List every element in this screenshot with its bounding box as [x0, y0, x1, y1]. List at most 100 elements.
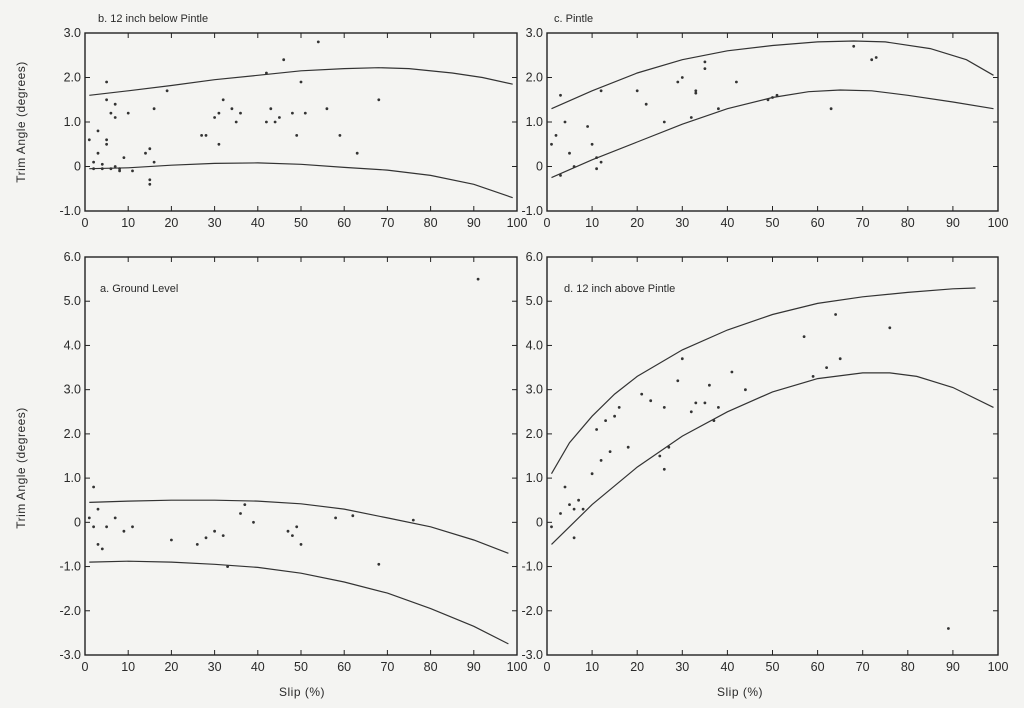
x-tick-label: 20	[630, 660, 644, 674]
data-point	[100, 547, 104, 551]
y-tick-label: 3.0	[526, 383, 543, 397]
panel-a: a. Ground Level 0 10 20 30 40 50 60 70 80 90 100 -3.…	[59, 250, 527, 674]
data-point	[586, 125, 589, 128]
data-point	[152, 107, 156, 111]
data-point	[131, 169, 134, 173]
y-tick-label: 1.0	[526, 115, 543, 129]
data-point	[243, 503, 247, 506]
data-point	[217, 142, 221, 146]
lower-curve-line	[89, 162, 513, 199]
data-point	[109, 167, 113, 171]
data-point	[694, 401, 698, 405]
data-point	[239, 512, 242, 515]
data-point	[96, 129, 100, 133]
data-point	[852, 44, 856, 48]
data-point	[550, 142, 553, 146]
data-point	[559, 512, 562, 515]
y-tick-label: -3.0	[521, 648, 543, 662]
panel-d: d. 12 inch above Pintle 0 10 20 30 40 50 60 70 80…	[521, 250, 1008, 674]
y-tick-label: 2.0	[64, 71, 81, 85]
data-point	[635, 89, 639, 93]
data-point	[351, 514, 355, 518]
data-point	[559, 174, 562, 177]
x-tick-label: 90	[946, 216, 960, 230]
data-point	[152, 160, 156, 164]
data-point	[676, 80, 680, 84]
data-point	[689, 410, 693, 414]
data-point	[640, 392, 644, 396]
y-tick-label: -1.0	[59, 204, 81, 218]
data-point	[604, 419, 607, 422]
y-axis-label-top: Trim Angle (degrees)	[14, 61, 28, 183]
x-tick-label: 60	[811, 660, 825, 674]
data-point	[613, 414, 616, 418]
y-tick-label: 4.0	[64, 338, 81, 352]
data-point	[775, 93, 779, 97]
data-point	[105, 98, 108, 102]
data-point	[377, 562, 381, 566]
data-point	[122, 156, 126, 160]
panel-a-title: a. Ground Level	[100, 283, 178, 295]
y-tick-label: 0	[536, 515, 543, 529]
x-tick-label: 70	[380, 660, 394, 674]
data-point	[649, 399, 653, 403]
data-point	[109, 111, 113, 115]
data-point	[708, 383, 711, 387]
y-tick-label: -1.0	[521, 560, 543, 574]
x-tick-label: 0	[82, 660, 89, 674]
data-point	[568, 503, 571, 506]
data-point	[662, 120, 666, 124]
data-point	[96, 507, 100, 511]
x-tick-label: 30	[208, 216, 222, 230]
x-tick-label: 0	[544, 660, 551, 674]
data-point	[608, 450, 612, 453]
y-tick-label: -3.0	[59, 648, 81, 662]
x-tick-label: 40	[720, 216, 734, 230]
data-point	[554, 134, 558, 137]
data-point	[559, 93, 562, 97]
data-point	[595, 167, 598, 171]
y-tick-label: -1.0	[521, 204, 543, 218]
data-point	[213, 116, 217, 119]
data-point	[838, 357, 842, 361]
x-tick-label: 90	[467, 216, 481, 230]
x-tick-label: 30	[208, 660, 222, 674]
data-point	[234, 120, 238, 124]
x-tick-label: 10	[121, 660, 135, 674]
data-point	[316, 40, 320, 44]
data-point	[303, 111, 307, 115]
data-point	[662, 406, 666, 409]
data-point	[947, 627, 950, 630]
x-tick-label: 60	[337, 216, 351, 230]
data-point	[105, 80, 108, 84]
data-point	[295, 525, 299, 529]
data-point	[662, 467, 666, 471]
panel-b: b. 12 inch below Pintle 0 10 20 30 40 50 60 70 80…	[59, 13, 527, 230]
x-tick-label: 70	[380, 216, 394, 230]
x-tick-label: 90	[946, 660, 960, 674]
data-point	[676, 379, 680, 383]
data-point	[299, 543, 303, 546]
x-tick-label: 20	[630, 216, 644, 230]
data-point	[680, 357, 684, 361]
data-point	[411, 518, 415, 522]
x-tick-label: 50	[766, 660, 780, 674]
x-tick-label: 0	[82, 216, 89, 230]
y-tick-label: 4.0	[526, 338, 543, 352]
x-tick-label: 10	[585, 660, 599, 674]
data-point	[269, 107, 273, 111]
data-point	[131, 525, 134, 529]
data-point	[265, 71, 268, 75]
data-point	[658, 454, 662, 458]
data-point	[92, 160, 95, 164]
y-tick-label: 2.0	[526, 427, 543, 441]
data-point	[100, 167, 104, 171]
data-point	[122, 529, 126, 533]
data-point	[617, 406, 621, 409]
data-point	[170, 538, 173, 542]
data-point	[105, 138, 108, 142]
data-point	[577, 498, 580, 502]
data-point	[118, 169, 121, 173]
y-tick-label: -2.0	[521, 604, 543, 618]
data-point	[568, 151, 571, 155]
